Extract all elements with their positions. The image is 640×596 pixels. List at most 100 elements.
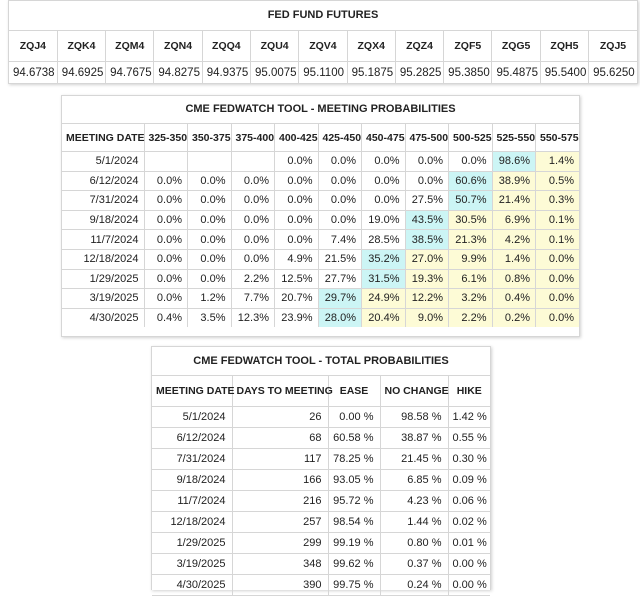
futures-contract-code: ZQV4 [298,31,348,62]
futures-contract-code: ZQZ4 [394,31,445,62]
probability-cell: 0.0% [317,209,362,231]
hike-cell: 0.55 % [447,427,490,449]
meeting-date-cell: 4/30/2025 [62,307,145,328]
meeting-row: 1/29/2025 0.0% 0.0% 2.2% 12.5% 27.7% 31.5% 19.3… [62,268,579,290]
totals-row: 11/7/2024 216 95.72 % 4.23 % 0.06 % [152,490,490,512]
probability-cell: 0.0% [143,248,188,270]
futures-contract-price: 95.1875 [346,61,396,83]
futures-contract-code: ZQK4 [56,31,107,62]
probability-cell: 0.4% [491,288,536,309]
probability-cell: 0.0% [187,170,232,192]
probability-cell: 0.8% [491,268,536,290]
probability-cell: 28.5% [361,229,406,250]
probability-cell: 0.0% [143,288,188,309]
no-change-cell: 4.23 % [379,490,449,512]
probability-cell: 27.5% [404,190,449,211]
probability-cell: 0.0% [274,190,319,211]
hike-cell: 0.00 % [447,574,490,596]
probability-cell: 43.5% [404,209,449,231]
futures-header-row: ZQJ4 ZQK4 ZQM4 ZQN4 ZQQ4 ZQU4 ZQV4 ZQX4 ZQZ4 ZQF5… [9,31,637,62]
ease-cell: 99.62 % [327,553,381,575]
probability-cell: 0.0% [274,151,319,172]
futures-contract-price: 95.4875 [491,61,541,83]
meeting-date-cell: 5/1/2024 [62,151,145,172]
meeting-probabilities-panel: CME FEDWATCH TOOL - MEETING PROBABILITIE… [61,95,580,337]
no-change-cell: 21.45 % [379,448,449,470]
days-to-meeting-cell: 166 [231,469,329,491]
probability-cell: 0.0% [187,190,232,211]
probability-cell: 7.7% [230,288,275,309]
probability-cell: 0.0% [143,190,188,211]
totals-row: 5/1/2024 26 0.00 % 98.58 % 1.42 % [152,406,490,428]
futures-contract-code: ZQX4 [346,31,396,62]
meeting-row: 6/12/2024 0.0% 0.0% 0.0% 0.0% 0.0% 0.0% 0.0% 60.… [62,170,579,192]
probability-cell: 0.0% [187,268,232,290]
probability-cell: 0.0% [274,209,319,231]
probability-cell: 98.6% [491,151,536,172]
no-change-cell: 98.58 % [379,406,449,428]
hike-cell: 0.00 % [447,553,490,575]
probability-cell: 0.0% [317,170,362,192]
ease-cell: 60.58 % [327,427,381,449]
meeting-date-cell: 6/12/2024 [62,170,145,192]
meeting-date-cell: 7/31/2024 [152,448,233,470]
probability-cell: 0.0% [143,229,188,250]
probability-cell: 0.0% [448,151,493,172]
rate-range-header: 500-525 [448,124,493,152]
totals-row: 3/19/2025 348 99.62 % 0.37 % 0.00 % [152,553,490,575]
probability-cell: 31.5% [361,268,406,290]
probability-cell: 20.4% [361,307,406,328]
probability-cell: 28.0% [317,307,362,328]
no-change-cell: 1.44 % [379,511,449,533]
days-to-meeting-cell: 299 [231,532,329,554]
totals-row: 4/30/2025 390 99.75 % 0.24 % 0.00 % [152,574,490,596]
futures-contract-code: ZQJ5 [588,31,637,62]
futures-contract-code: ZQU4 [249,31,300,62]
probability-cell [143,151,188,172]
probability-cell: 0.0% [317,190,362,211]
hike-cell: 0.01 % [447,532,490,554]
probability-cell: 24.9% [361,288,406,309]
meeting-date-cell: 1/29/2025 [152,532,233,554]
probability-cell: 0.0% [274,170,319,192]
total-probabilities-panel: CME FEDWATCH TOOL - TOTAL PROBABILITIES … [151,346,491,596]
ease-cell: 93.05 % [327,469,381,491]
futures-contract-price: 95.0075 [249,61,300,83]
meeting-date-cell: 9/18/2024 [152,469,233,491]
meeting-date-cell: 5/1/2024 [152,406,233,428]
probability-cell: 4.2% [491,229,536,250]
futures-contract-price: 95.2825 [394,61,445,83]
probability-cell: 21.5% [317,248,362,270]
totals-column-header: HIKE [447,376,490,407]
futures-contract-code: ZQQ4 [201,31,251,62]
futures-contract-code: ZQN4 [153,31,203,62]
no-change-cell: 0.24 % [379,574,449,596]
futures-contract-price: 95.5400 [539,61,590,83]
probability-cell: 21.4% [491,190,536,211]
probability-cell: 6.1% [448,268,493,290]
probability-cell: 20.7% [274,288,319,309]
meeting-date-cell: 3/19/2025 [62,288,145,309]
probability-cell: 4.9% [274,248,319,270]
probability-cell: 0.0% [230,209,275,231]
futures-contract-price: 94.9375 [201,61,251,83]
rate-range-header: 325-350 [143,124,188,152]
probability-cell: 0.0% [187,229,232,250]
probability-cell: 12.3% [230,307,275,328]
probability-cell: 0.0% [404,170,449,192]
futures-contract-price: 95.6250 [588,61,637,83]
probability-cell: 0.0% [535,248,579,270]
probability-cell: 1.2% [187,288,232,309]
rate-range-header: 375-400 [230,124,275,152]
probability-cell: 0.0% [535,307,579,328]
rate-range-header: 350-375 [187,124,232,152]
totals-row: 7/31/2024 117 78.25 % 21.45 % 0.30 % [152,448,490,470]
probability-cell: 0.2% [491,307,536,328]
futures-contract-code: ZQH5 [539,31,590,62]
probability-cell [187,151,232,172]
probability-cell: 0.5% [535,170,579,192]
probability-cell [230,151,275,172]
meeting-date-cell: 6/12/2024 [152,427,233,449]
probability-cell: 2.2% [230,268,275,290]
no-change-cell: 0.37 % [379,553,449,575]
